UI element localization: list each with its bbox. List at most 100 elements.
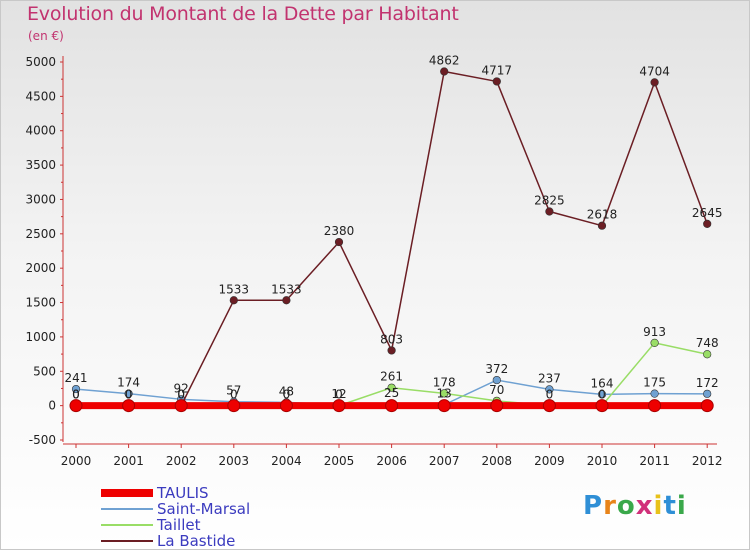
logo-letter: P bbox=[583, 491, 604, 521]
x-tick-label: 2006 bbox=[376, 454, 407, 468]
legend-swatch bbox=[101, 540, 153, 542]
data-label: 2380 bbox=[324, 224, 355, 238]
data-label: 48 bbox=[279, 384, 294, 398]
data-point bbox=[227, 399, 241, 413]
x-tick-label: 2008 bbox=[482, 454, 513, 468]
y-tick-label: 2000 bbox=[25, 261, 56, 275]
data-label: 0 bbox=[283, 388, 291, 402]
data-label: 1533 bbox=[219, 282, 250, 296]
x-tick-label: 2002 bbox=[166, 454, 197, 468]
data-point bbox=[440, 389, 449, 398]
data-label: 178 bbox=[433, 375, 456, 389]
data-label: 0 bbox=[335, 388, 343, 402]
y-tick-label: 1500 bbox=[25, 296, 56, 310]
chart-series bbox=[69, 67, 714, 413]
data-point bbox=[492, 375, 501, 385]
logo-letter: o bbox=[616, 491, 636, 521]
proxiti-logo: Proxiti bbox=[583, 491, 687, 521]
data-label: 0 bbox=[598, 388, 606, 402]
legend-label: Taillet bbox=[157, 516, 201, 534]
data-point bbox=[69, 399, 83, 413]
data-point bbox=[492, 77, 501, 86]
data-label: 372 bbox=[485, 362, 508, 376]
data-point bbox=[545, 385, 554, 394]
data-label: 174 bbox=[117, 376, 140, 390]
logo-letter: r bbox=[603, 491, 617, 521]
y-tick-label: 4000 bbox=[25, 124, 56, 138]
data-point bbox=[595, 399, 609, 413]
logo-letter: x bbox=[635, 491, 654, 521]
data-point bbox=[124, 389, 133, 398]
data-label: 4704 bbox=[639, 64, 670, 78]
x-tick-label: 2005 bbox=[324, 454, 355, 468]
data-label: 70 bbox=[489, 383, 504, 397]
legend-swatch bbox=[101, 508, 153, 510]
data-point bbox=[597, 221, 607, 230]
y-tick-label: -500 bbox=[29, 433, 56, 447]
data-point bbox=[545, 207, 554, 216]
x-tick-label: 2000 bbox=[61, 454, 92, 468]
data-point bbox=[650, 389, 659, 398]
data-label: 261 bbox=[380, 370, 403, 384]
data-point bbox=[542, 399, 556, 413]
data-point bbox=[597, 390, 607, 399]
data-point bbox=[648, 399, 662, 413]
data-label: 25 bbox=[384, 386, 399, 400]
data-point bbox=[279, 399, 293, 413]
data-point bbox=[703, 350, 712, 359]
chart-axes: -500050010001500200025003000350040004500… bbox=[25, 55, 722, 468]
data-point bbox=[650, 338, 659, 347]
legend-label: TAULIS bbox=[157, 484, 209, 502]
data-label: 241 bbox=[65, 371, 88, 385]
x-tick-label: 2004 bbox=[271, 454, 302, 468]
data-label: 4862 bbox=[429, 53, 460, 67]
data-point bbox=[650, 78, 659, 87]
x-tick-label: 2011 bbox=[639, 454, 670, 468]
x-tick-label: 2001 bbox=[113, 454, 144, 468]
data-label: 0 bbox=[72, 388, 80, 402]
x-tick-label: 2003 bbox=[219, 454, 250, 468]
legend-label: Saint-Marsal bbox=[157, 500, 251, 518]
x-tick-label: 2007 bbox=[429, 454, 460, 468]
data-label: 913 bbox=[643, 325, 666, 339]
data-point bbox=[71, 384, 81, 394]
data-label: 748 bbox=[696, 336, 719, 350]
data-point bbox=[700, 399, 714, 413]
y-tick-label: 1000 bbox=[25, 330, 56, 344]
data-label: 13 bbox=[437, 387, 452, 401]
legend-swatch bbox=[101, 489, 153, 497]
logo-letter: i bbox=[653, 491, 664, 521]
data-label: 803 bbox=[380, 332, 403, 346]
y-tick-label: 2500 bbox=[25, 227, 56, 241]
chart-data-labels: 241 174 92 57 48 12 25 13 372 237 164 175 172 0 0 0 0 0 0 2… bbox=[65, 53, 723, 401]
data-label: 172 bbox=[696, 376, 719, 390]
data-label: 92 bbox=[174, 381, 189, 395]
series-taulis bbox=[69, 399, 714, 413]
series-line bbox=[76, 70, 708, 407]
data-point bbox=[440, 67, 449, 76]
data-point bbox=[703, 219, 712, 228]
logo-letter: i bbox=[676, 491, 687, 521]
data-point bbox=[282, 296, 291, 305]
data-point bbox=[334, 237, 344, 247]
data-label: 4717 bbox=[482, 63, 513, 77]
x-tick-label: 2010 bbox=[587, 454, 618, 468]
data-label: 0 bbox=[230, 388, 238, 402]
data-point bbox=[387, 383, 396, 392]
x-tick-label: 2012 bbox=[692, 454, 723, 468]
data-label: 2645 bbox=[692, 206, 723, 220]
data-label: 0 bbox=[177, 388, 185, 402]
data-point bbox=[490, 399, 504, 413]
y-tick-label: 3000 bbox=[25, 192, 56, 206]
data-label: 2825 bbox=[534, 193, 565, 207]
data-label: 12 bbox=[331, 387, 346, 401]
data-point bbox=[332, 399, 346, 413]
y-tick-label: 5000 bbox=[25, 55, 56, 69]
x-tick-label: 2009 bbox=[534, 454, 565, 468]
chart-title: Evolution du Montant de la Dette par Hab… bbox=[27, 3, 459, 25]
data-label: 1533 bbox=[271, 282, 302, 296]
chart-unit-label: (en €) bbox=[28, 29, 64, 43]
data-label: 237 bbox=[538, 371, 561, 385]
